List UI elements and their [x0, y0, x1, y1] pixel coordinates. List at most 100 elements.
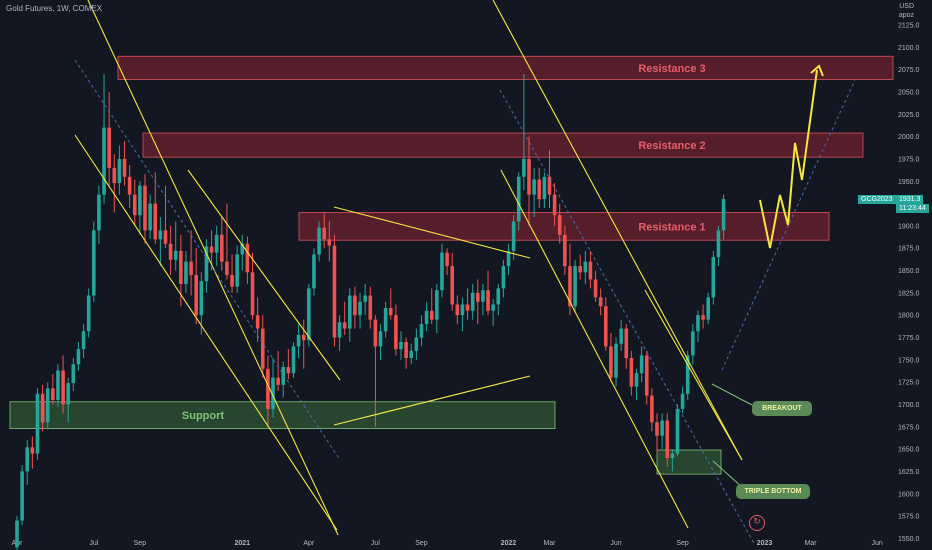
candle-body	[624, 328, 629, 359]
candle-body	[665, 420, 670, 459]
last-price-tag: 1931.3	[896, 195, 924, 204]
candle-body	[117, 158, 122, 184]
candle-body	[163, 230, 168, 244]
candle-body	[419, 324, 424, 338]
candle-body	[655, 422, 659, 436]
y-tick-label: 1775.0	[898, 335, 920, 342]
dashed-channel-line	[499, 89, 756, 546]
candle-body	[143, 185, 147, 231]
trendline	[492, 0, 743, 461]
candle-body	[399, 341, 403, 350]
candle-body	[716, 230, 721, 258]
candle-body	[660, 420, 664, 436]
candle-body	[440, 252, 444, 291]
candle-body	[81, 331, 86, 350]
y-tick-label: 1625.0	[898, 469, 920, 476]
candle-body	[353, 295, 357, 316]
y-tick-label: 2000.0	[898, 134, 920, 141]
candle-body	[127, 176, 132, 195]
candle-body	[481, 290, 485, 302]
trendline	[333, 206, 531, 259]
candle-body	[250, 272, 255, 316]
trendline	[500, 169, 689, 529]
x-tick-label: Jul	[371, 540, 380, 547]
projection-arrowhead	[810, 64, 824, 77]
candle-body	[634, 373, 639, 387]
y-tick-label: 2100.0	[898, 45, 920, 52]
candle-body	[194, 275, 198, 316]
candle-body	[593, 279, 598, 298]
y-tick-label: 1725.0	[898, 380, 920, 387]
candle-body	[542, 176, 547, 200]
candle-body	[383, 308, 388, 332]
projection-path	[759, 69, 818, 249]
candle-body	[122, 158, 127, 177]
candle-body	[168, 243, 173, 260]
candle-body	[506, 250, 511, 267]
candle-body	[696, 315, 700, 332]
candle-body	[491, 304, 495, 311]
candle-body	[547, 176, 552, 195]
y-tick-label: 1575.0	[898, 514, 920, 521]
x-tick-label: Apr	[303, 540, 315, 547]
candle-body	[368, 295, 373, 320]
candle-body	[721, 199, 726, 231]
candle-body	[450, 266, 454, 305]
candle-body	[598, 297, 603, 307]
candle-body	[153, 203, 158, 240]
candle-body	[327, 239, 332, 246]
candle-body	[496, 288, 501, 305]
x-tick-label: 2023	[757, 540, 773, 547]
price-unit-oz: apoz	[898, 12, 914, 19]
y-tick-label: 2075.0	[898, 67, 920, 74]
x-tick-label: Sep	[676, 540, 689, 547]
candle-body	[332, 245, 337, 338]
y-tick-label: 1875.0	[898, 246, 920, 253]
price-unit-usd: USD	[899, 3, 914, 10]
candle-body	[583, 261, 588, 273]
candle-body	[76, 349, 81, 365]
candle-body	[230, 275, 234, 287]
x-tick-label: Mar	[543, 540, 556, 547]
y-tick-label: 1750.0	[898, 357, 920, 364]
candle-body	[189, 261, 193, 275]
trendline	[87, 0, 339, 536]
candle-body	[629, 358, 634, 387]
candle-body	[588, 261, 593, 280]
triple-bottom-note: TRIPLE BOTTOM	[736, 484, 810, 499]
candle-body	[56, 370, 60, 400]
y-tick-label: 1975.0	[898, 156, 920, 163]
candle-body	[92, 230, 96, 296]
candle-body	[619, 328, 623, 344]
candle-body	[675, 408, 680, 454]
candle-body	[429, 310, 434, 320]
candle-body	[568, 266, 572, 307]
y-tick-label: 1950.0	[898, 179, 920, 186]
candle-body	[225, 261, 229, 275]
candle-body	[563, 234, 567, 267]
candle-body	[209, 246, 214, 253]
candle-body	[15, 520, 19, 548]
x-tick-label: Jun	[872, 540, 883, 547]
candle-body	[516, 176, 521, 222]
zone-resistance-2	[142, 132, 864, 158]
zone-label: Resistance 2	[638, 140, 705, 152]
candle-body	[445, 252, 449, 267]
candle-body	[486, 290, 490, 311]
candle-body	[537, 179, 542, 200]
breakout-note: BREAKOUT	[752, 401, 812, 416]
candle-body	[97, 194, 101, 231]
breakout-connector	[711, 383, 753, 406]
candle-body	[388, 308, 393, 316]
candle-body	[266, 368, 270, 409]
candle-body	[51, 388, 55, 400]
candle-body	[148, 203, 152, 231]
y-tick-label: 1675.0	[898, 424, 920, 431]
triple-bottom-connector	[712, 460, 744, 489]
candle-body	[532, 179, 536, 195]
candle-body	[348, 295, 352, 329]
trendline	[74, 134, 338, 531]
candle-body	[204, 246, 209, 282]
